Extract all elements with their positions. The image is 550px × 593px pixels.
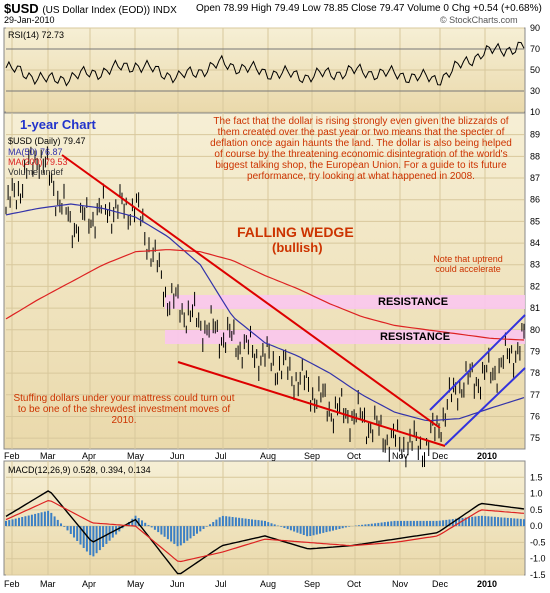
macd-signal-line [5, 499, 525, 563]
x-tick-label: Sep [304, 451, 320, 461]
ma200-legend: MA(200) 79.53 [8, 157, 68, 167]
x-tick-label: May [127, 451, 145, 461]
x-tick-label: 2010 [477, 451, 497, 461]
macd-tick-label: 1.0 [530, 489, 543, 499]
uptrend-channel-upper [429, 314, 526, 411]
price-tick-label: 77 [530, 390, 540, 400]
x-tick-label: 2010 [477, 579, 497, 589]
chart-grid [6, 27, 524, 576]
resistance-label-upper: RESISTANCE [378, 296, 449, 308]
x-tick-label: Mar [40, 579, 56, 589]
commentary: The fact that the dollar is rising stron… [210, 116, 512, 182]
price-tick-label: 85 [530, 216, 540, 226]
rsi-layer [5, 41, 525, 87]
price-tick-label: 88 [530, 151, 540, 161]
price-layer [5, 146, 525, 468]
rsi-tick-label: 90 [530, 23, 540, 33]
pattern-subtitle: (bullish) [272, 240, 323, 255]
macd-tick-label: -0.5 [530, 537, 546, 547]
x-tick-label: Apr [82, 451, 96, 461]
price-tick-label: 87 [530, 173, 540, 183]
price-tick-label: 80 [530, 325, 540, 335]
chart-date: 29-Jan-2010 [4, 15, 55, 25]
x-tick-label: Apr [82, 579, 96, 589]
macd-line [5, 490, 525, 575]
x-tick-label: Feb [4, 579, 20, 589]
x-tick-label: Sep [304, 579, 320, 589]
chart-title: 1-year Chart [20, 117, 96, 132]
rsi-legend: RSI(14) 72.73 [8, 30, 65, 40]
x-tick-label: Dec [432, 451, 449, 461]
uptrend-channel-lower [444, 367, 526, 446]
price-legend: $USD (Daily) 79.47 [8, 136, 86, 146]
x-tick-label: Aug [260, 579, 276, 589]
rsi-tick-label: 10 [530, 107, 540, 117]
pattern-title: FALLING WEDGE [237, 224, 354, 240]
price-tick-label: 79 [530, 346, 540, 356]
price-tick-label: 84 [530, 238, 540, 248]
rsi-tick-label: 50 [530, 65, 540, 75]
price-panel [3, 112, 526, 450]
price-tick-label: 78 [530, 368, 540, 378]
note-uptrend: Note that uptrend could accelerate [433, 254, 503, 274]
resistance-band-upper [165, 295, 525, 309]
x-tick-label: Oct [347, 579, 362, 589]
wedge-upper-trendline [61, 154, 441, 429]
rsi-tick-label: 30 [530, 86, 540, 96]
resistance-band-lower [165, 330, 525, 344]
price-tick-label: 86 [530, 195, 540, 205]
x-tick-label: Jun [170, 451, 185, 461]
x-tick-label: Feb [4, 451, 20, 461]
symbol-name: (US Dollar Index (EOD)) INDX [42, 5, 177, 16]
macd-tick-label: -1.0 [530, 554, 546, 564]
quote-line: Open 78.99 High 79.49 Low 78.85 Close 79… [196, 3, 542, 14]
ma200-line [5, 249, 525, 341]
symbol: $USD [4, 1, 39, 16]
x-tick-label: Jun [170, 579, 185, 589]
x-tick-label: Jul [215, 451, 227, 461]
x-tick-label: Aug [260, 451, 276, 461]
macd-legend: MACD(12,26,9) 0.528, 0.394, 0.134 [8, 465, 151, 475]
x-tick-label: Nov [392, 451, 409, 461]
ma50-legend: MA(50) 76.87 [8, 147, 63, 157]
stuffing-note: Stuffing dollars under your mattress cou… [13, 393, 235, 426]
wedge-lower-trendline [177, 361, 446, 447]
x-tick-label: Mar [40, 451, 56, 461]
x-tick-label: Dec [432, 579, 449, 589]
price-tick-label: 76 [530, 411, 540, 421]
x-tick-label: Nov [392, 579, 409, 589]
macd-layer [5, 490, 525, 575]
ma50-line [5, 203, 525, 422]
macd-tick-label: -1.5 [530, 570, 546, 580]
macd-tick-label: 0.0 [530, 521, 543, 531]
price-tick-label: 81 [530, 303, 540, 313]
x-tick-label: Jul [215, 579, 227, 589]
symbol-title: $USD (US Dollar Index (EOD)) INDX [4, 1, 177, 16]
rsi-line [5, 41, 525, 87]
macd-tick-label: 0.5 [530, 505, 543, 515]
macd-tick-label: 1.5 [530, 472, 543, 482]
resistance-label-lower: RESISTANCE [380, 331, 451, 343]
price-tick-label: 83 [530, 260, 540, 270]
price-tick-label: 82 [530, 281, 540, 291]
rsi-tick-label: 70 [530, 44, 540, 54]
watermark: © StockCharts.com [440, 15, 518, 25]
x-tick-label: May [127, 579, 145, 589]
x-tick-label: Oct [347, 451, 362, 461]
price-tick-label: 75 [530, 433, 540, 443]
price-tick-label: 89 [530, 130, 540, 140]
macd-panel [3, 460, 526, 576]
volume-legend: Volume undef [8, 167, 64, 177]
axes: Feb Feb Mar Mar Apr Apr May May Jun Jun Jul Jul Aug A… [4, 23, 546, 589]
